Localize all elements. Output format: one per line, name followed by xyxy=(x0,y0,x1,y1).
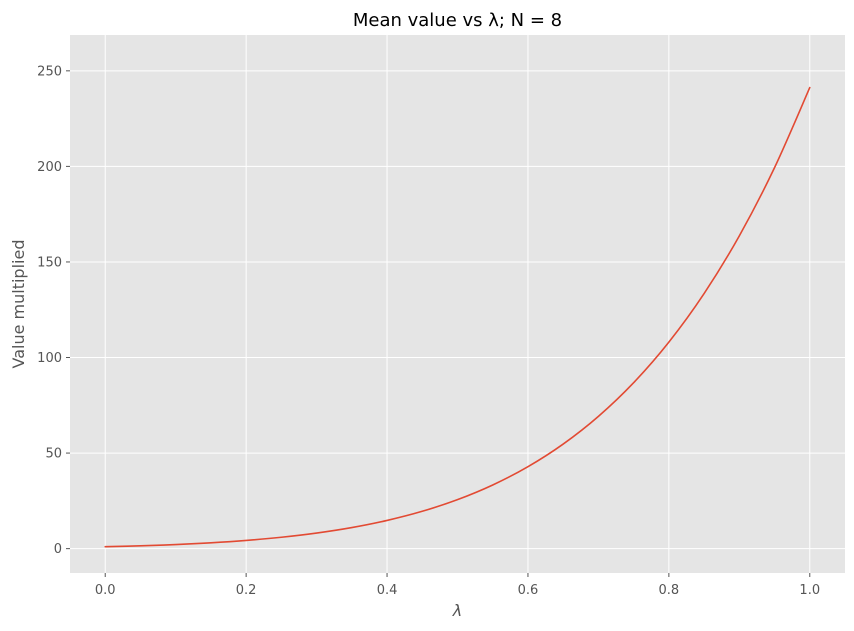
plot-background xyxy=(70,35,845,573)
y-tick-label: 200 xyxy=(37,160,62,175)
x-axis-label: λ xyxy=(452,601,462,620)
grid xyxy=(70,35,845,573)
y-tick-label: 150 xyxy=(37,255,62,270)
x-tick-label: 0.4 xyxy=(377,583,398,598)
x-tick-label: 0.8 xyxy=(659,583,680,598)
y-tick-label: 0 xyxy=(54,542,62,557)
y-tick-label: 50 xyxy=(45,447,62,462)
x-tick-label: 0.2 xyxy=(236,583,257,598)
x-tick-label: 0.0 xyxy=(95,583,116,598)
y-tick-label: 250 xyxy=(37,64,62,79)
series-line-0 xyxy=(104,86,811,548)
x-tick-label: 0.6 xyxy=(518,583,539,598)
series-layer xyxy=(104,86,811,548)
ticks: 0.0 0.2 0.4 0.6 0.8 1.0 0 50 100 150 200 250 xyxy=(37,64,820,598)
y-tick-label: 100 xyxy=(37,351,62,366)
chart-title: Mean value vs λ; N = 8 xyxy=(353,10,562,31)
y-axis-label: Value multiplied xyxy=(9,240,28,369)
x-tick-label: 1.0 xyxy=(799,583,820,598)
